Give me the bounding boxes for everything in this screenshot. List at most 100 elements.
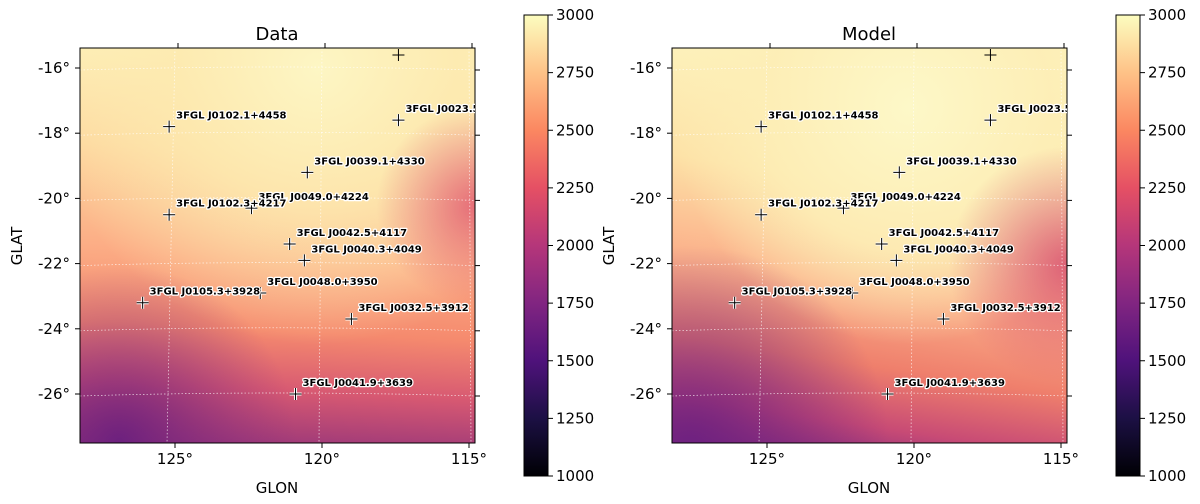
model-panel: Model GLON GLAT -16° -18° -20° -22° -24° -26°…	[600, 24, 1087, 497]
model-grid-lat	[672, 392, 1067, 397]
model-ytick-label: -22°	[630, 255, 662, 273]
data-colorbar-label: 1500	[556, 352, 594, 370]
data-grid-lat	[80, 66, 475, 71]
model-source-label: 3FGL J0102.3+4217	[768, 199, 878, 210]
data-panel: Data GLON GLAT -16° -18° -20° -22° -24° -26° 1…	[8, 24, 495, 497]
model-grid-lat	[672, 131, 1067, 136]
model-colorbar-label: 2000	[1148, 237, 1186, 255]
data-source-marker	[283, 238, 296, 251]
model-source-label: 3FGL J0102.1+4458	[768, 111, 878, 122]
model-xtick-label: 120°	[896, 450, 932, 468]
model-source-marker	[875, 238, 888, 251]
data-grid-lat	[80, 262, 475, 266]
model-grid-lat	[672, 66, 1067, 71]
model-source-marker	[846, 286, 859, 299]
data-colorbar-label: 2750	[556, 64, 594, 82]
model-source-marker	[893, 166, 906, 179]
model-colorbar-label: 1750	[1148, 294, 1186, 312]
data-colorbar: 1000 1250 1500 1750 2000 2250 2500 2750 3000	[523, 6, 594, 485]
data-ytick-label: -22°	[38, 255, 70, 273]
data-source-label: 3FGL J0039.1+4330	[314, 156, 424, 167]
data-source-marker	[289, 388, 302, 400]
data-source-label: 3FGL J0048.0+3950	[267, 277, 377, 288]
model-grid-lon	[1060, 48, 1064, 443]
model-title: Model	[842, 24, 896, 45]
data-grid-lon	[166, 48, 176, 443]
data-source-marker	[392, 114, 405, 127]
model-source-label: 3FGL J0040.3+4049	[903, 244, 1013, 255]
data-source-marker	[345, 313, 358, 326]
model-ytick-label: -26°	[630, 385, 662, 403]
data-source-label: 3FGL J0105.3+3928	[150, 287, 260, 298]
data-source-label: 3FGL J0040.3+4049	[311, 244, 421, 255]
data-source-label: 3FGL J0042.5+4117	[297, 228, 407, 239]
data-ylabel: GLAT	[8, 226, 26, 265]
data-source-marker	[245, 202, 258, 215]
model-colorbar-label: 2250	[1148, 179, 1186, 197]
model-frame	[671, 47, 1068, 444]
data-colorbar-label: 1000	[556, 467, 594, 485]
data-source-label: 3FGL J0102.1+4458	[176, 111, 286, 122]
model-source-marker	[937, 313, 950, 326]
data-colorbar-ticks: 1000 1250 1500 1750 2000 2250 2500 2750 3000	[548, 6, 594, 485]
data-xlabel: GLON	[256, 479, 298, 497]
model-ytick-label: -18°	[630, 124, 662, 142]
model-grid-lon	[758, 48, 768, 443]
model-colorbar-label: 2750	[1148, 64, 1186, 82]
data-source-marker	[136, 296, 149, 309]
data-heatmap	[80, 48, 475, 443]
model-colorbar-ticks: 1000 1250 1500 1750 2000 2250 2500 2750 3000	[1140, 6, 1186, 485]
data-source-marker	[301, 166, 314, 179]
model-source-marker	[890, 254, 903, 267]
data-ytick-label: -26°	[38, 385, 70, 403]
model-source-marker	[755, 208, 768, 221]
model-colorbar-label: 3000	[1148, 6, 1186, 24]
model-grid-lat	[672, 262, 1067, 266]
model-source-marker	[728, 296, 741, 309]
data-source-marker	[254, 286, 267, 299]
data-ticks: -16° -18° -20° -22° -24° -26° 125° 120° 115°	[38, 43, 487, 468]
model-ytick-label: -20°	[630, 189, 662, 207]
model-colorbar-label: 1500	[1148, 352, 1186, 370]
data-source-label: 3FGL J0049.0+4224	[258, 192, 368, 203]
data-grid-lat	[80, 131, 475, 136]
model-source-marker	[837, 202, 850, 215]
model-source-label: 3FGL J0105.3+3928	[742, 287, 852, 298]
data-ytick-label: -16°	[38, 59, 70, 77]
model-source-label: 3FGL J0042.5+4117	[889, 228, 999, 239]
data-frame	[79, 47, 476, 444]
data-colorbar-label: 1750	[556, 294, 594, 312]
data-grid	[80, 48, 475, 443]
model-xlabel: GLON	[848, 479, 890, 497]
model-source-marker	[984, 48, 997, 61]
data-source-label: 3FGL J0032.5+3912	[358, 303, 468, 314]
data-grid-lon	[318, 48, 323, 443]
data-source-label: 3FGL J0102.3+4217	[176, 199, 286, 210]
data-xtick-label: 125°	[157, 450, 193, 468]
data-xtick-label: 115°	[451, 450, 487, 468]
data-xtick-label: 120°	[304, 450, 340, 468]
model-ytick-label: -16°	[630, 59, 662, 77]
model-colorbar-label: 1250	[1148, 409, 1186, 427]
data-colorbar-label: 3000	[556, 6, 594, 24]
data-title: Data	[256, 24, 299, 45]
model-source-label: 3FGL J0032.5+3912	[950, 303, 1060, 314]
data-sources: 3FGL J0102.1+4458 3FGL J0023.5+4 3FGL J003…	[136, 48, 495, 400]
data-source-label: 3FGL J0023.5+4	[405, 104, 495, 115]
model-source-marker	[881, 388, 894, 400]
data-source-marker	[163, 120, 176, 133]
model-heatmap	[672, 48, 1067, 443]
model-source-label: 3FGL J0023.5+4	[997, 104, 1087, 115]
model-grid-lon	[910, 48, 915, 443]
model-source-marker	[755, 120, 768, 133]
data-ytick-label: -20°	[38, 189, 70, 207]
model-xtick-label: 125°	[749, 450, 785, 468]
model-grid	[672, 48, 1067, 443]
model-colorbar-label: 1000	[1148, 467, 1186, 485]
data-grid-lon	[468, 48, 472, 443]
model-source-label: 3FGL J0049.0+4224	[850, 192, 960, 203]
data-grid-lat	[80, 392, 475, 397]
model-colorbar-label: 2500	[1148, 121, 1186, 139]
data-source-marker	[163, 208, 176, 221]
